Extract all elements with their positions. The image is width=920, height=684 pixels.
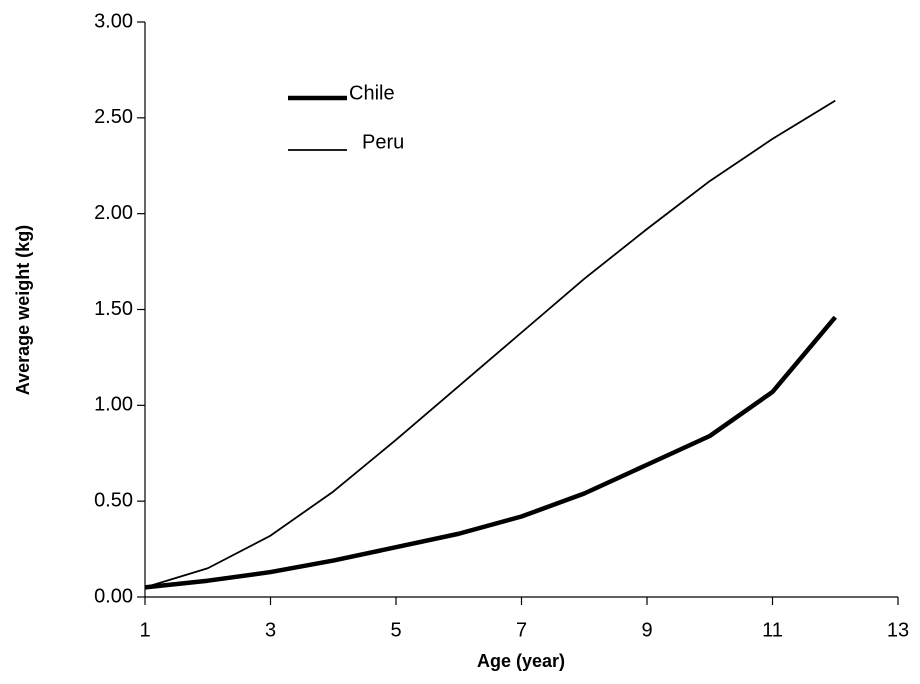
y-tick-label: 0.00: [94, 585, 133, 607]
x-tick-label: 1: [139, 619, 150, 641]
x-tick-label: 13: [887, 619, 909, 641]
series-line: [144, 315, 837, 590]
x-tick-label: 7: [516, 619, 527, 641]
x-tick-label: 5: [390, 619, 401, 641]
x-tick-label: 9: [641, 619, 652, 641]
y-tick-label: 0.50: [94, 489, 133, 511]
y-tick-label: 3.00: [94, 10, 133, 32]
y-tick-label: 1.00: [94, 394, 133, 416]
y-axis-title: Average weight (kg): [13, 225, 33, 395]
y-tick-label: 2.00: [94, 202, 133, 224]
x-tick-label: 11: [762, 619, 783, 641]
y-tick-label: 2.50: [94, 106, 133, 128]
series-line: [144, 99, 836, 589]
y-tick-label: 1.50: [94, 298, 133, 320]
x-tick-label: 3: [265, 619, 276, 641]
legend-label: Chile: [349, 82, 395, 104]
x-axis-title: Age (year): [477, 651, 565, 671]
legend-label: Peru: [362, 131, 404, 153]
